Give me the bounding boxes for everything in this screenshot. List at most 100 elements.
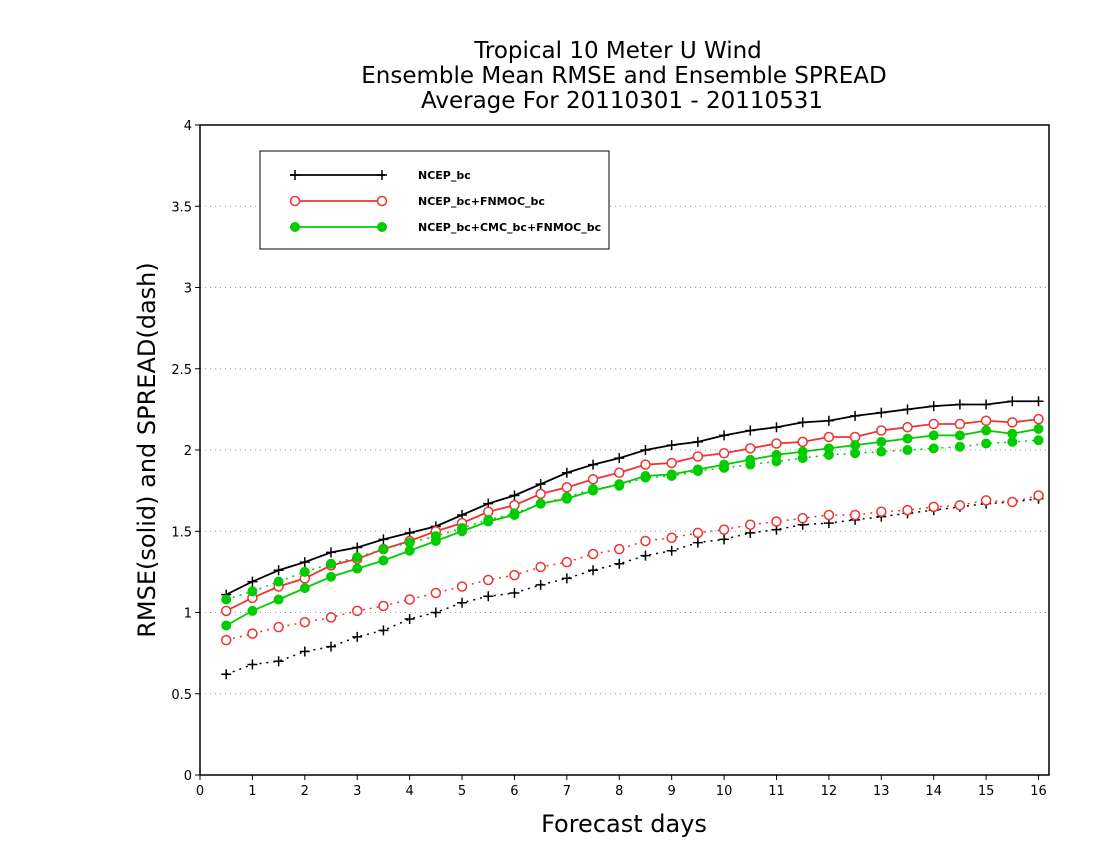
spread-point bbox=[692, 527, 704, 539]
rmse-point bbox=[718, 448, 730, 459]
spread-point bbox=[299, 617, 311, 628]
spread-point bbox=[954, 500, 966, 511]
spread-point bbox=[1033, 435, 1044, 446]
legend-item-1: NCEP_bc+FNMOC_bc bbox=[289, 195, 545, 208]
spread-point bbox=[561, 573, 572, 584]
rmse-line-1 bbox=[225, 418, 1039, 612]
spread-point bbox=[482, 574, 494, 586]
rmse-point bbox=[692, 451, 704, 462]
spread-point bbox=[771, 516, 782, 527]
legend-marker bbox=[289, 195, 301, 207]
y-tick-label: 1.5 bbox=[171, 525, 192, 540]
spread-point bbox=[299, 566, 310, 577]
rmse-point bbox=[692, 436, 703, 447]
spread-point bbox=[614, 543, 625, 555]
rmse-point bbox=[430, 536, 441, 546]
spread-point bbox=[954, 441, 965, 452]
x-tick-label: 9 bbox=[668, 784, 676, 799]
x-tick-label: 2 bbox=[301, 784, 309, 799]
y-tick-label: 2 bbox=[184, 444, 192, 459]
spread-point bbox=[876, 506, 887, 517]
rmse-point bbox=[692, 464, 703, 475]
rmse-point bbox=[352, 542, 363, 553]
spread-point bbox=[666, 532, 677, 543]
spread-point bbox=[587, 548, 599, 560]
y-tick-label: 0 bbox=[184, 769, 192, 784]
rmse-point bbox=[1033, 413, 1044, 425]
axes: 00.511.522.533.540 1 2 3 4 5 6 7 8 9 10 11 12 13 14 15 1… bbox=[171, 119, 1046, 799]
spread-point bbox=[430, 607, 441, 618]
spread-point bbox=[718, 524, 730, 535]
spread-point bbox=[902, 445, 913, 455]
chart-title: Tropical 10 Meter U Wind Ensemble Mean R… bbox=[361, 38, 886, 114]
spread-point bbox=[273, 621, 284, 633]
spread-point bbox=[849, 509, 861, 521]
rmse-point bbox=[457, 526, 468, 537]
rmse-point bbox=[1033, 423, 1044, 434]
spread-point bbox=[378, 544, 389, 555]
spread-point bbox=[221, 669, 232, 680]
rmse-point bbox=[326, 571, 337, 582]
spread-line-2 bbox=[225, 439, 1039, 601]
spread-point bbox=[719, 534, 730, 545]
y-tick-label: 3 bbox=[184, 282, 192, 297]
x-tick-label: 3 bbox=[353, 784, 361, 799]
rmse-point bbox=[614, 479, 625, 490]
rmse-point bbox=[981, 399, 992, 410]
spread-point bbox=[797, 513, 808, 524]
spread-point bbox=[981, 438, 992, 449]
rmse-point bbox=[247, 605, 258, 616]
spread-point bbox=[509, 588, 520, 598]
spread-point bbox=[247, 659, 258, 670]
rmse-point bbox=[1007, 396, 1018, 407]
legend-marker bbox=[376, 195, 388, 207]
spread-point bbox=[1033, 490, 1044, 501]
legend-item-0: NCEP_bc bbox=[290, 169, 471, 182]
spread-point bbox=[404, 614, 415, 624]
spread-point bbox=[273, 656, 284, 667]
rmse-point bbox=[588, 459, 599, 470]
spread-point bbox=[640, 550, 651, 561]
rmse-point bbox=[823, 415, 834, 426]
rmse-point bbox=[640, 445, 651, 455]
x-tick-label: 10 bbox=[716, 784, 733, 799]
spread-point bbox=[535, 579, 546, 590]
series-0 bbox=[221, 396, 1044, 680]
x-tick-label: 4 bbox=[405, 784, 413, 799]
rmse-point bbox=[876, 436, 887, 447]
rmse-point bbox=[247, 576, 258, 587]
rmse-point bbox=[1007, 417, 1018, 428]
rmse-point bbox=[666, 457, 677, 469]
spread-point bbox=[456, 581, 468, 592]
rmse-point bbox=[509, 490, 520, 501]
spread-point bbox=[457, 597, 468, 608]
y-tick-label: 3.5 bbox=[171, 200, 192, 215]
spread-point bbox=[588, 565, 599, 576]
rmse-point bbox=[876, 425, 887, 436]
rmse-point bbox=[273, 594, 284, 605]
rmse-point bbox=[928, 418, 939, 430]
spread-point bbox=[326, 558, 337, 569]
x-tick-label: 16 bbox=[1030, 784, 1047, 799]
legend-marker bbox=[290, 222, 300, 232]
spread-point bbox=[876, 446, 887, 457]
rmse-point bbox=[823, 431, 835, 443]
x-tick-label: 7 bbox=[563, 784, 571, 799]
y-tick-label: 2.5 bbox=[171, 363, 192, 378]
spread-point bbox=[483, 591, 494, 602]
rmse-point bbox=[378, 534, 389, 545]
spread-line-0 bbox=[225, 498, 1039, 675]
spread-point bbox=[692, 537, 703, 548]
title-line-2: Ensemble Mean RMSE and Ensemble SPREAD bbox=[361, 63, 886, 89]
rmse-point bbox=[561, 482, 573, 493]
rmse-point bbox=[535, 488, 546, 500]
rmse-point bbox=[535, 498, 546, 509]
legend-box bbox=[259, 150, 610, 250]
x-tick-label: 13 bbox=[873, 784, 890, 799]
rmse-point bbox=[823, 443, 834, 454]
rmse-point bbox=[378, 555, 389, 566]
y-tick-label: 4 bbox=[184, 119, 192, 134]
rmse-point bbox=[954, 418, 966, 430]
rmse-point bbox=[666, 440, 677, 451]
x-tick-label: 6 bbox=[510, 784, 518, 799]
